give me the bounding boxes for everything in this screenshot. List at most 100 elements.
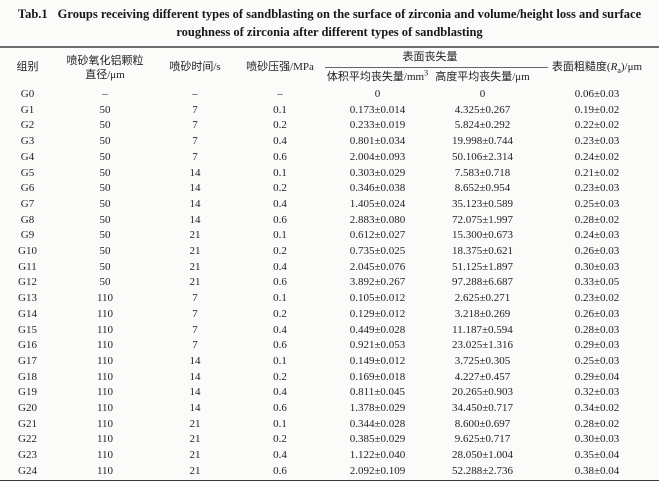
cell-height-loss: 19.998±0.744 bbox=[451, 135, 514, 148]
cell-roughness: 0.25±0.03 bbox=[574, 197, 620, 210]
cell-time: 21 bbox=[189, 260, 201, 273]
table-row: G18 110 14 0.2 0.169±0.018 4.227±0.457 0… bbox=[0, 370, 659, 386]
cell-pressure: 0.4 bbox=[273, 197, 287, 210]
cell-group: G5 bbox=[20, 166, 35, 179]
cell-height-loss: 51.125±1.897 bbox=[451, 260, 514, 273]
cell-pressure: 0.4 bbox=[273, 449, 287, 462]
cell-diameter: – bbox=[102, 88, 108, 100]
cell-volume-loss: 0.385±0.029 bbox=[349, 433, 406, 446]
cell-group: G19 bbox=[18, 386, 37, 399]
cell-roughness: 0.23±0.03 bbox=[574, 135, 620, 148]
table-row: G9 50 21 0.1 0.612±0.027 15.300±0.673 0.… bbox=[0, 228, 659, 244]
cell-height-loss: 72.075±1.997 bbox=[451, 213, 514, 226]
cell-time: 14 bbox=[189, 370, 201, 383]
cell-pressure: 0.2 bbox=[273, 182, 287, 195]
cell-diameter: 110 bbox=[96, 449, 114, 462]
caption-line-2: roughness of zirconia after different ty… bbox=[176, 25, 483, 39]
cell-diameter: 50 bbox=[99, 229, 111, 242]
cell-group: G9 bbox=[20, 229, 35, 242]
table-row: G23 110 21 0.4 1.122±0.040 28.050±1.004 … bbox=[0, 448, 659, 464]
cell-pressure: 0.6 bbox=[273, 213, 287, 226]
cell-pressure: 0.4 bbox=[273, 135, 287, 148]
cell-roughness: 0.29±0.04 bbox=[574, 370, 620, 383]
cell-time: 21 bbox=[189, 433, 201, 446]
table-row: G3 50 7 0.4 0.801±0.034 19.998±0.744 0.2… bbox=[0, 134, 659, 150]
cell-diameter: 50 bbox=[99, 182, 111, 195]
cell-roughness: 0.32±0.03 bbox=[574, 386, 620, 399]
cell-pressure: 0.1 bbox=[273, 103, 287, 116]
col-header-volume-loss: 体积平均丧失量/mm3 bbox=[325, 67, 430, 87]
cell-time: 7 bbox=[192, 307, 198, 320]
cell-volume-loss: 0.173±0.014 bbox=[349, 103, 406, 116]
col-header-particle-diameter: 喷砂氧化铝颗粒 直径/μm bbox=[55, 47, 155, 87]
cell-diameter: 50 bbox=[99, 245, 111, 258]
roughness-prefix: 表面粗糙度( bbox=[551, 61, 611, 73]
volume-loss-base: 体积平均丧失量/mm bbox=[326, 70, 425, 83]
cell-time: 14 bbox=[189, 182, 201, 195]
cell-roughness: 0.06±0.03 bbox=[574, 88, 620, 100]
cell-volume-loss: 0.801±0.034 bbox=[349, 135, 406, 148]
cell-diameter: 110 bbox=[96, 292, 114, 305]
cell-pressure: 0.4 bbox=[273, 386, 287, 399]
cell-group: G15 bbox=[18, 323, 37, 336]
cell-time: 7 bbox=[192, 323, 198, 336]
table-row: G15 110 7 0.4 0.449±0.028 11.187±0.594 0… bbox=[0, 323, 659, 339]
table-row: G13 110 7 0.1 0.105±0.012 2.625±0.271 0.… bbox=[0, 291, 659, 307]
cell-pressure: 0.4 bbox=[273, 260, 287, 273]
cell-volume-loss: 2.883±0.080 bbox=[349, 213, 406, 226]
table-row: G10 50 21 0.2 0.735±0.025 18.375±0.621 0… bbox=[0, 244, 659, 260]
volume-loss-superscript: 3 bbox=[424, 68, 429, 78]
table-row: G1 50 7 0.1 0.173±0.014 4.325±0.267 0.19… bbox=[0, 103, 659, 119]
caption-line-1: Tab.1 Groups receiving different types of… bbox=[8, 5, 651, 23]
cell-height-loss: 11.187±0.594 bbox=[452, 323, 513, 336]
cell-volume-loss: 0.811±0.045 bbox=[349, 386, 406, 399]
cell-diameter: 110 bbox=[96, 386, 114, 399]
table-row: G6 50 14 0.2 0.346±0.038 8.652±0.954 0.2… bbox=[0, 181, 659, 197]
cell-roughness: 0.26±0.03 bbox=[574, 245, 620, 258]
cell-group: G17 bbox=[18, 354, 37, 367]
col-header-particle-line1: 喷砂氧化铝颗粒 bbox=[66, 54, 144, 67]
table-row: G5 50 14 0.1 0.303±0.029 7.583±0.718 0.2… bbox=[0, 166, 659, 182]
cell-volume-loss: 0.449±0.028 bbox=[349, 323, 406, 336]
col-header-time: 喷砂时间/s bbox=[169, 61, 221, 73]
cell-time: 21 bbox=[189, 276, 201, 289]
cell-group: G16 bbox=[18, 339, 37, 352]
cell-time: 7 bbox=[192, 339, 198, 352]
cell-volume-loss: 0.233±0.019 bbox=[349, 119, 406, 132]
cell-volume-loss: 2.045±0.076 bbox=[349, 260, 406, 273]
table-row: G12 50 21 0.6 3.892±0.267 97.288±6.687 0… bbox=[0, 275, 659, 291]
cell-height-loss: 5.824±0.292 bbox=[454, 119, 511, 132]
cell-roughness: 0.28±0.02 bbox=[574, 417, 620, 430]
cell-pressure: 0.1 bbox=[273, 229, 287, 242]
cell-time: 21 bbox=[189, 245, 201, 258]
col-header-group: 组别 bbox=[16, 61, 39, 73]
table-row: G24 110 21 0.6 2.092±0.109 52.288±2.736 … bbox=[0, 464, 659, 482]
cell-height-loss: 28.050±1.004 bbox=[451, 449, 514, 462]
cell-roughness: 0.33±0.05 bbox=[574, 276, 620, 289]
cell-roughness: 0.38±0.04 bbox=[574, 464, 620, 477]
cell-diameter: 110 bbox=[96, 402, 114, 415]
cell-time: 7 bbox=[192, 150, 198, 163]
roughness-symbol: R bbox=[610, 61, 618, 73]
cell-height-loss: 97.288±6.687 bbox=[451, 276, 514, 289]
cell-pressure: 0.6 bbox=[273, 402, 287, 415]
cell-group: G8 bbox=[20, 213, 35, 226]
cell-volume-loss: 0.149±0.012 bbox=[349, 354, 406, 367]
cell-pressure: 0.2 bbox=[273, 433, 287, 446]
cell-height-loss: 34.450±0.717 bbox=[451, 402, 514, 415]
cell-height-loss: 4.325±0.267 bbox=[454, 103, 511, 116]
cell-group: G2 bbox=[20, 119, 35, 132]
cell-height-loss: 35.123±0.589 bbox=[451, 197, 514, 210]
data-table: 组别 喷砂氧化铝颗粒 直径/μm 喷砂时间/s 喷砂压强/MPa 表面丧失量 表… bbox=[0, 46, 659, 482]
cell-roughness: 0.28±0.02 bbox=[574, 213, 620, 226]
cell-height-loss: 2.625±0.271 bbox=[454, 292, 511, 305]
cell-pressure: – bbox=[277, 88, 283, 100]
cell-volume-loss: 0.303±0.029 bbox=[349, 166, 406, 179]
cell-volume-loss: 2.004±0.093 bbox=[349, 150, 406, 163]
cell-group: G0 bbox=[20, 88, 35, 100]
cell-group: G12 bbox=[18, 276, 37, 289]
cell-time: 21 bbox=[189, 464, 201, 477]
col-header-particle-line2: 直径/μm bbox=[85, 68, 125, 81]
cell-height-loss: 20.265±0.903 bbox=[451, 386, 514, 399]
cell-group: G21 bbox=[18, 417, 37, 430]
